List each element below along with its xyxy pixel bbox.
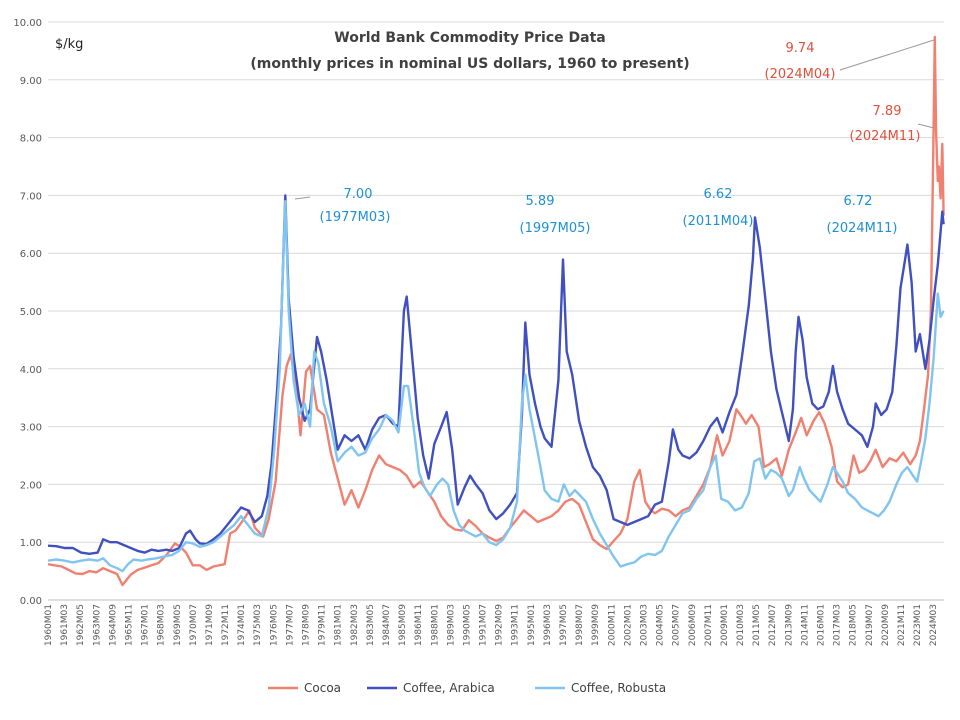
x-tick-label: 2004M05 — [656, 604, 666, 646]
x-tick-label: 1993M11 — [511, 604, 521, 646]
y-axis-unit-label: $/kg — [55, 37, 83, 52]
x-tick-label: 2005M07 — [672, 604, 682, 646]
y-tick-label: 8.00 — [20, 134, 42, 145]
annotation-value: 7.00 — [344, 187, 373, 202]
x-tick-label: 1986M11 — [414, 604, 424, 646]
x-tick-label: 1999M09 — [591, 604, 601, 646]
x-tick-label: 1961M03 — [60, 604, 70, 646]
x-tick-label: 2023M01 — [913, 604, 923, 646]
x-tick-label: 1967M01 — [141, 604, 151, 646]
x-tick-label: 2009M01 — [720, 604, 730, 646]
x-tick-label: 2007M11 — [704, 604, 714, 646]
annotation-value: 9.74 — [786, 41, 815, 56]
y-tick-label: 6.00 — [20, 249, 42, 260]
y-tick-label: 10.00 — [13, 18, 42, 29]
x-tick-label: 2019M07 — [865, 604, 875, 646]
legend-label: Coffee, Arabica — [403, 681, 495, 695]
x-tick-label: 1971M09 — [205, 604, 215, 646]
x-tick-label: 1996M03 — [543, 604, 553, 646]
x-tick-label: 1974M01 — [237, 604, 247, 646]
x-tick-label: 1992M09 — [495, 604, 505, 646]
annotation-period: (2024M11) — [850, 129, 921, 144]
x-tick-label: 2021M11 — [897, 604, 907, 646]
chart-subtitle: (monthly prices in nominal US dollars, 1… — [250, 56, 689, 72]
x-tick-label: 2006M09 — [688, 604, 698, 646]
legend-label: Coffee, Robusta — [571, 681, 666, 695]
x-tick-label: 1989M03 — [446, 604, 456, 646]
x-tick-label: 2010M03 — [736, 604, 746, 646]
y-tick-label: 4.00 — [20, 365, 42, 376]
x-tick-label: 1979M11 — [318, 604, 328, 646]
annotation-leader — [294, 196, 311, 200]
x-tick-label: 1984M07 — [382, 604, 392, 646]
x-tick-label: 2000M11 — [607, 604, 617, 646]
x-tick-label: 2002M01 — [623, 604, 633, 646]
x-tick-label: 1960M01 — [44, 604, 54, 646]
y-tick-label: 7.00 — [20, 191, 42, 202]
series-line-coffee-arabica — [47, 194, 945, 555]
x-tick-label: 1962M05 — [76, 604, 86, 646]
x-tick-label: 2018M05 — [849, 604, 859, 646]
annotation-period: (1977M03) — [320, 210, 391, 225]
y-tick-label: 0.00 — [20, 596, 42, 607]
x-tick-label: 2024M03 — [929, 604, 939, 646]
x-tick-label: 1964M09 — [108, 604, 118, 646]
annotation-value: 5.89 — [526, 194, 555, 209]
series-line-cocoa — [47, 35, 945, 587]
x-tick-label: 2012M07 — [768, 604, 778, 646]
x-tick-label: 2014M11 — [800, 604, 810, 646]
x-tick-label: 1965M11 — [124, 604, 134, 646]
x-tick-label: 1981M01 — [334, 604, 344, 646]
annotation-leader — [917, 123, 935, 129]
chart-title: World Bank Commodity Price Data — [334, 30, 605, 46]
x-tick-label: 2016M01 — [817, 604, 827, 646]
x-tick-label: 1976M05 — [269, 604, 279, 646]
x-tick-label: 2017M03 — [833, 604, 843, 646]
y-tick-label: 1.00 — [20, 538, 42, 549]
annotation-value: 7.89 — [873, 104, 902, 119]
x-tick-label: 1963M07 — [92, 604, 102, 646]
x-tick-label: 1978M09 — [302, 604, 312, 646]
series-lines — [47, 35, 945, 587]
x-tick-label: 1982M03 — [350, 604, 360, 646]
annotation-value: 6.72 — [844, 194, 873, 209]
x-tick-label: 1991M07 — [479, 604, 489, 646]
x-tick-label: 1975M03 — [253, 604, 263, 646]
series-line-coffee-robusta — [47, 200, 945, 573]
x-tick-label: 2003M03 — [639, 604, 649, 646]
annotation-period: (2024M11) — [827, 221, 898, 236]
x-tick-label: 1995M01 — [527, 604, 537, 646]
x-tick-label: 1997M05 — [559, 604, 569, 646]
x-tick-label: 2020M09 — [881, 604, 891, 646]
y-tick-label: 3.00 — [20, 423, 42, 434]
y-tick-label: 9.00 — [20, 76, 42, 87]
x-tick-label: 2013M09 — [784, 604, 794, 646]
x-tick-label: 2011M05 — [752, 604, 762, 646]
annotation-leader — [839, 39, 935, 71]
y-axis-ticks: 0.00 1.00 2.00 3.00 4.00 5.00 6.00 7.00 8.00 9.00… — [13, 18, 42, 607]
x-tick-label: 1969M05 — [173, 604, 183, 646]
legend-label: Cocoa — [304, 681, 341, 695]
y-tick-label: 5.00 — [20, 307, 42, 318]
legend: Cocoa Coffee, Arabica Coffee, Robusta — [268, 681, 666, 695]
x-axis-ticks: 1960M01 1961M03 1962M05 1963M07 1964M09 1965M… — [44, 604, 939, 646]
annotation-period: (2024M04) — [765, 67, 836, 82]
x-tick-label: 1998M07 — [575, 604, 585, 646]
x-tick-label: 1977M07 — [285, 604, 295, 646]
annotation-period: (1997M05) — [520, 221, 591, 236]
x-tick-label: 1983M05 — [366, 604, 376, 646]
x-tick-label: 1985M09 — [398, 604, 408, 646]
y-tick-label: 2.00 — [20, 480, 42, 491]
annotations: 7.00 (1977M03) 5.89 (1997M05) 6.62 (2011M04) 6… — [294, 39, 935, 236]
x-tick-label: 1990M05 — [462, 604, 472, 646]
annotation-value: 6.62 — [704, 187, 733, 202]
annotation-period: (2011M04) — [683, 214, 754, 229]
x-tick-label: 1970M07 — [189, 604, 199, 646]
x-tick-label: 1968M03 — [157, 604, 167, 646]
x-tick-label: 1972M11 — [221, 604, 231, 646]
x-tick-label: 1988M01 — [430, 604, 440, 646]
gridlines — [48, 21, 944, 601]
